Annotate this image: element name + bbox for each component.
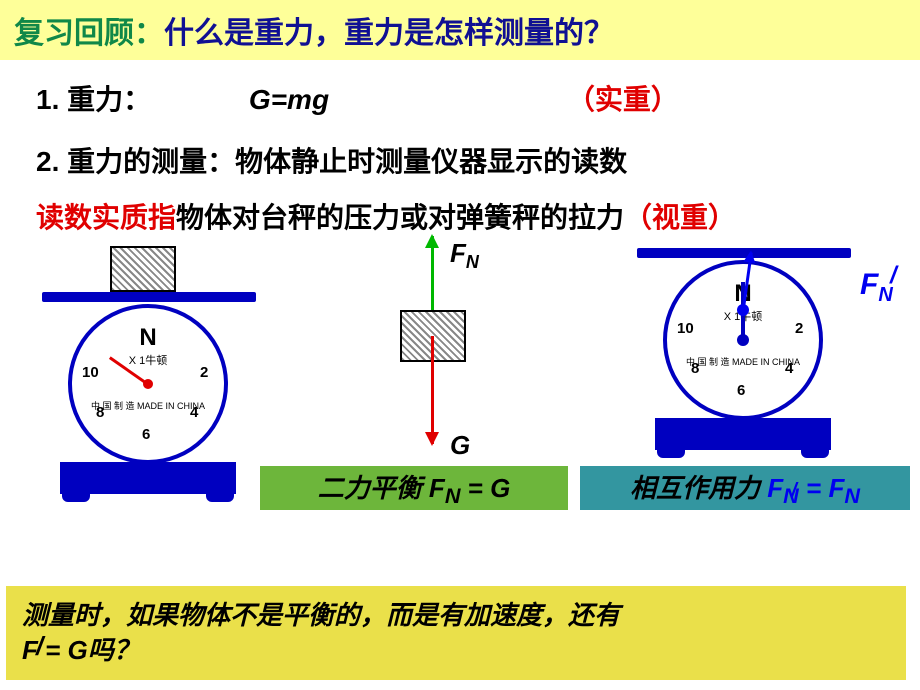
footer-line-2: F/ = G吗？: [22, 633, 890, 668]
slide-title: 什么是重力，重力是怎样测量的？: [164, 17, 614, 50]
scale-foot: [62, 492, 90, 502]
tick-10: 10: [82, 364, 99, 381]
two-force-balance-box: 二力平衡 FN = G: [260, 466, 568, 510]
action-reaction-box: 相互作用力 FN/ = FN: [580, 466, 910, 510]
needle-pivot: [737, 334, 749, 346]
scale-unit: N: [72, 324, 224, 352]
fn-prime-origin: [737, 304, 749, 316]
tick-6: 6: [142, 426, 150, 443]
apparent-weight-label: （视重）: [624, 202, 736, 233]
scale-plate: [42, 292, 256, 302]
block-on-left-scale: [110, 246, 176, 292]
tick-4: 4: [785, 360, 793, 377]
point-2: 2. 重力的测量：物体静止时测量仪器显示的读数: [0, 118, 920, 180]
point-1-label: 1. 重力：: [36, 84, 151, 115]
scale-face: N X 1牛顿 中 国 制 造 MADE IN CHINA 2 4 6 8 10: [663, 260, 823, 420]
real-weight-label: （实重）: [567, 84, 679, 115]
tick-10: 10: [677, 320, 694, 337]
scale-made-in: 中 国 制 造 MADE IN CHINA: [667, 358, 819, 368]
scale-foot: [206, 492, 234, 502]
tick-2: 2: [795, 320, 803, 337]
fn-prime-label: FN/: [860, 268, 893, 307]
footer-question: 测量时，如果物体不是平衡的，而是有加速度，还有 F/ = G吗？: [6, 586, 906, 680]
gravity-formula: G=mg: [249, 84, 329, 115]
tick-2: 2: [200, 364, 208, 381]
tick-8: 8: [691, 360, 699, 377]
scale-foot: [657, 448, 685, 458]
gravity-arrow: [431, 336, 434, 444]
scale-base: [60, 462, 236, 494]
review-label: 复习回顾：: [14, 17, 164, 50]
g-label: G: [450, 430, 470, 461]
left-scale: N X 1牛顿 中 国 制 造 MADE IN CHINA 2 4 6 8 10: [40, 244, 260, 494]
reading-essence-red1: 读数实质指: [36, 202, 176, 233]
right-scale: N X 1牛顿 中 国 制 造 MADE IN CHINA 2 4 6 8 10: [635, 240, 855, 490]
scale-face: N X 1牛顿 中 国 制 造 MADE IN CHINA 2 4 6 8 10: [68, 304, 228, 464]
reading-essence-black: 物体对台秤的压力或对弹簧秤的拉力: [176, 202, 624, 233]
point-1: 1. 重力： G=mg （实重）: [0, 60, 920, 118]
interaction-label: 相互作用力: [630, 473, 767, 503]
point-3: 读数实质指物体对台秤的压力或对弹簧秤的拉力（视重）: [0, 180, 920, 236]
needle-pivot: [143, 379, 153, 389]
fn-label: FN: [450, 238, 479, 273]
tick-6: 6: [737, 382, 745, 399]
scale-foot: [801, 448, 829, 458]
footer-line-1: 测量时，如果物体不是平衡的，而是有加速度，还有: [22, 598, 890, 633]
tick-4: 4: [190, 404, 198, 421]
scale-made-in: 中 国 制 造 MADE IN CHINA: [72, 402, 224, 412]
diagram-area: N X 1牛顿 中 国 制 造 MADE IN CHINA 2 4 6 8 10…: [0, 236, 920, 536]
slide-header: 复习回顾：什么是重力，重力是怎样测量的？: [0, 0, 920, 60]
tick-8: 8: [96, 404, 104, 421]
point-2-text: 2. 重力的测量：物体静止时测量仪器显示的读数: [36, 146, 627, 177]
scale-base: [655, 418, 831, 450]
balance-label: 二力平衡: [318, 473, 429, 503]
